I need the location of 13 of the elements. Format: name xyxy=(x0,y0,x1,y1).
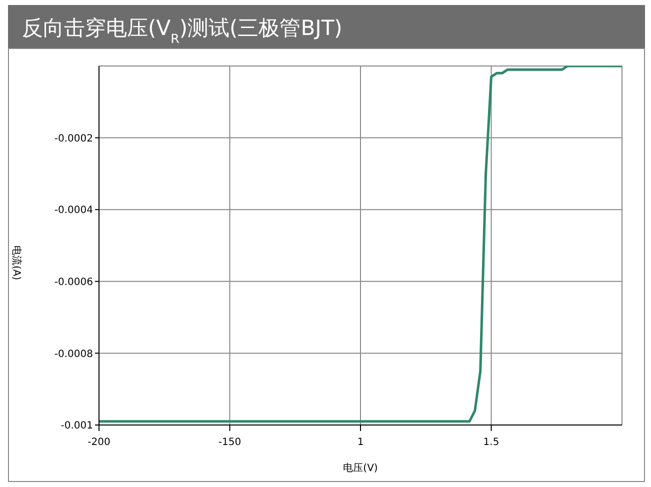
y-tick-label: -0.0008 xyxy=(54,348,93,360)
x-tick-label: -150 xyxy=(218,437,242,448)
x-tick-label: -200 xyxy=(88,437,110,448)
x-tick-label: 1 xyxy=(357,437,364,448)
y-tick-label: -0.0002 xyxy=(54,133,93,144)
y-tick-label: -0.0004 xyxy=(54,205,93,216)
chart-title: 反向击穿电压(V$_{R}$)测试(三极管BJT) xyxy=(22,16,342,46)
x-axis-title: 电压(V) xyxy=(343,462,378,474)
y-tick-label: -0.001 xyxy=(60,420,93,432)
line-series xyxy=(98,66,624,423)
x-tick-label: 1.5 xyxy=(483,437,500,448)
y-tick-label: -0.0006 xyxy=(54,276,93,288)
y-axis-title: 电流(A) xyxy=(10,246,22,280)
